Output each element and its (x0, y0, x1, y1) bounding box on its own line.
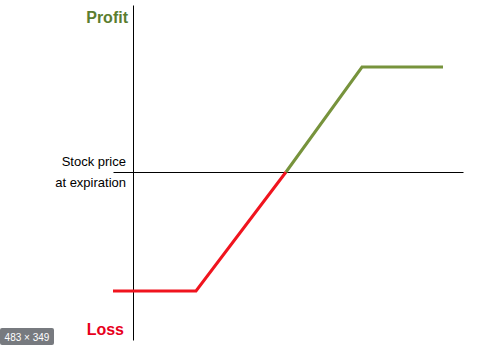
size-badge: 483 × 349 (0, 328, 54, 345)
plot-area (113, 67, 443, 291)
chart: Profit Loss Stock price at expiration 483 × … (0, 0, 478, 346)
badge-background (0, 328, 54, 345)
loss-label: Loss (87, 321, 124, 338)
payoff-line (286, 67, 443, 172)
x-axis (114, 172, 464, 173)
x-axis-label: at expiration (55, 175, 126, 190)
payoff-line (113, 172, 286, 291)
badge-text: 483 × 349 (5, 332, 50, 343)
x-axis-line (114, 172, 464, 173)
profit-label: Profit (86, 9, 128, 26)
x-axis-label: Stock price (62, 154, 126, 169)
labels: Profit Loss Stock price at expiration (55, 9, 128, 338)
